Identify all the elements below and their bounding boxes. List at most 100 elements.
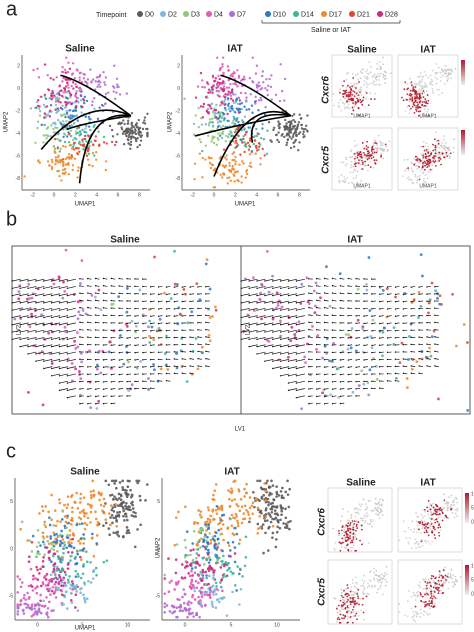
arrow-head bbox=[418, 372, 420, 374]
cell-point bbox=[75, 523, 79, 527]
cell-point bbox=[294, 131, 298, 134]
cell-point bbox=[184, 293, 188, 296]
cell-point bbox=[426, 162, 428, 165]
velocity-arrow bbox=[35, 322, 45, 326]
cell-point bbox=[447, 72, 450, 75]
cell-point bbox=[302, 128, 305, 131]
cell-point bbox=[22, 596, 26, 600]
cell-point bbox=[36, 126, 39, 130]
arrow-head bbox=[149, 286, 152, 288]
cell-point bbox=[436, 146, 438, 148]
arrow-head bbox=[371, 308, 373, 310]
cell-point bbox=[60, 593, 64, 597]
cell-point bbox=[237, 96, 241, 100]
cell-point bbox=[361, 103, 364, 106]
cell-point bbox=[416, 82, 418, 85]
arrow-head bbox=[355, 337, 357, 339]
arrow-head bbox=[134, 330, 136, 332]
cell-point bbox=[353, 139, 356, 142]
arrow-head bbox=[79, 292, 81, 294]
cell-point bbox=[46, 135, 50, 138]
cell-point bbox=[53, 509, 57, 512]
arrow-head bbox=[58, 302, 61, 304]
cell-point bbox=[89, 406, 93, 410]
arrow-head bbox=[205, 357, 207, 360]
cell-point bbox=[359, 155, 362, 158]
cell-point bbox=[382, 73, 385, 76]
plot-title: IAT bbox=[227, 44, 242, 55]
cell-point bbox=[115, 77, 119, 80]
cell-point bbox=[60, 94, 64, 98]
cell-point bbox=[211, 86, 214, 89]
cell-point bbox=[350, 149, 353, 152]
cell-point bbox=[48, 579, 51, 582]
cell-point bbox=[64, 100, 67, 104]
cell-point bbox=[122, 509, 125, 513]
cell-point bbox=[76, 69, 79, 72]
arrow-head bbox=[279, 302, 282, 304]
arrow-head bbox=[363, 307, 365, 310]
cell-point bbox=[56, 126, 59, 130]
cell-point bbox=[122, 507, 125, 510]
cell-point bbox=[346, 100, 349, 103]
cell-point bbox=[425, 74, 427, 77]
cell-point bbox=[56, 137, 59, 141]
cell-point bbox=[224, 109, 228, 112]
arrow-head bbox=[410, 350, 412, 353]
cell-point bbox=[351, 106, 354, 109]
cell-point bbox=[30, 312, 34, 316]
cell-point bbox=[109, 516, 112, 519]
cell-point bbox=[419, 90, 422, 93]
cell-point bbox=[63, 140, 67, 144]
cell-point bbox=[60, 555, 63, 559]
cell-point bbox=[273, 509, 277, 512]
cell-point bbox=[444, 145, 446, 148]
cell-point bbox=[421, 92, 424, 95]
cell-point bbox=[204, 123, 208, 126]
plot-title: IAT bbox=[224, 467, 239, 478]
velocity-arrow bbox=[27, 344, 37, 347]
cell-point bbox=[431, 156, 434, 159]
cell-point bbox=[435, 140, 438, 143]
velocity-arrow bbox=[288, 278, 298, 282]
cell-point bbox=[328, 359, 331, 363]
cell-point bbox=[28, 555, 31, 559]
cell-point bbox=[60, 561, 63, 564]
arrow-head bbox=[295, 345, 298, 348]
arrow-head bbox=[157, 380, 160, 382]
cell-point bbox=[185, 380, 189, 383]
cell-point bbox=[215, 86, 218, 90]
cell-point bbox=[439, 153, 442, 156]
arrow-head bbox=[173, 365, 176, 367]
cell-point bbox=[236, 521, 240, 525]
arrow-head bbox=[339, 395, 342, 398]
arrow-head bbox=[19, 309, 21, 311]
arrow-head bbox=[256, 309, 258, 311]
x-tick-label: 6 bbox=[277, 192, 280, 198]
arrow-head bbox=[279, 287, 282, 290]
velocity-arrow bbox=[59, 388, 69, 391]
cell-point bbox=[366, 83, 369, 86]
cell-point bbox=[175, 366, 179, 370]
arrow-head bbox=[363, 344, 365, 347]
cell-point bbox=[217, 117, 220, 120]
cell-point bbox=[54, 537, 58, 540]
cell-point bbox=[36, 99, 40, 102]
cell-point bbox=[59, 139, 62, 142]
cell-point bbox=[207, 134, 210, 138]
x-tick-label: 0 bbox=[53, 192, 56, 198]
arrow-head bbox=[58, 324, 61, 326]
cell-point bbox=[351, 94, 354, 96]
cell-point bbox=[286, 132, 289, 135]
cell-point bbox=[246, 510, 250, 514]
cell-point bbox=[406, 177, 409, 180]
cell-point bbox=[208, 121, 211, 125]
cell-point bbox=[45, 611, 49, 614]
cell-point bbox=[192, 133, 196, 136]
cell-point bbox=[365, 148, 368, 151]
cell-point bbox=[260, 282, 263, 286]
cell-point bbox=[425, 86, 428, 88]
arrow-head bbox=[27, 316, 29, 319]
cell-point bbox=[409, 82, 412, 85]
cell-point bbox=[70, 522, 73, 526]
